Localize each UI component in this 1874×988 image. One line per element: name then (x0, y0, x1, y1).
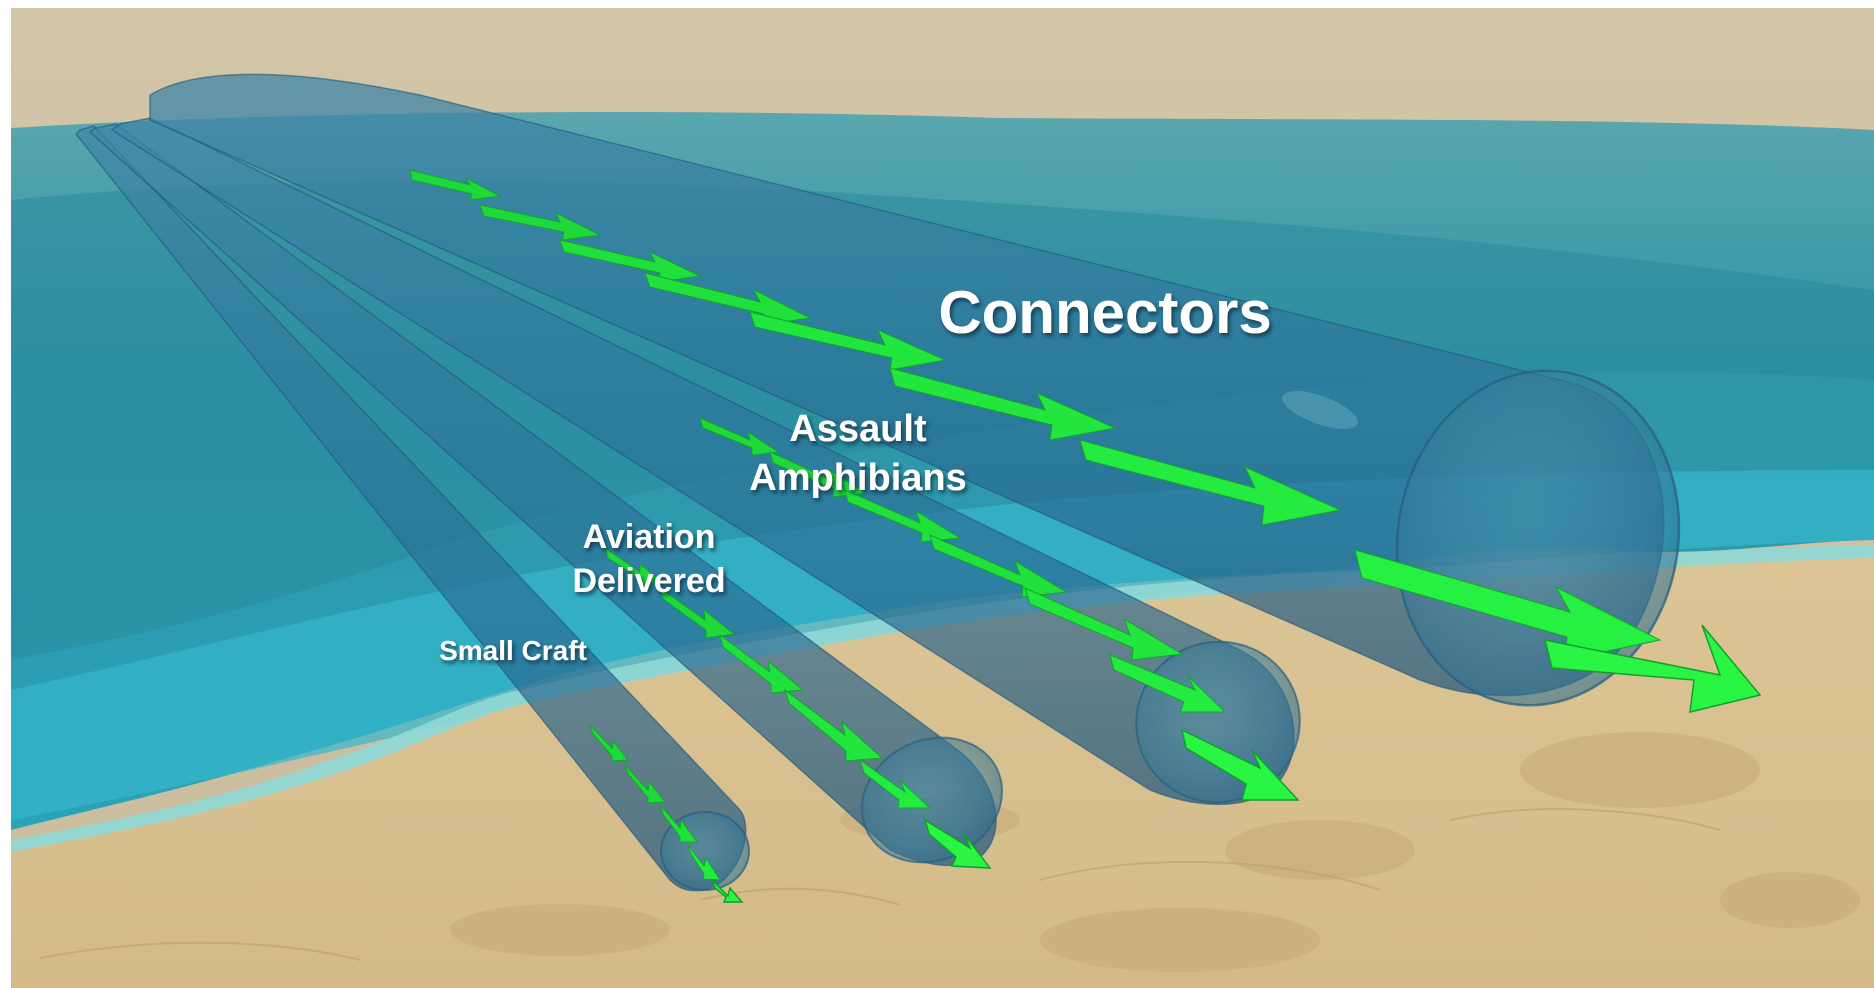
arrow (479, 204, 602, 241)
arrow (687, 844, 721, 881)
arrow (929, 534, 1068, 598)
arrow-last (1180, 728, 1300, 801)
arrows-small-craft (589, 724, 744, 903)
arrow (784, 688, 884, 762)
arrow (1109, 654, 1227, 713)
arrow-last (1543, 624, 1762, 713)
arrows-assault-amphibians (699, 417, 1300, 801)
arrow (604, 546, 664, 586)
arrow (659, 804, 698, 843)
label-small-craft: Small Craft (439, 635, 587, 666)
arrows-aviation-delivered (604, 546, 992, 869)
label-aviation-delivered-line2: Delivered (572, 562, 725, 600)
arrow (624, 764, 666, 804)
arrow (749, 311, 947, 371)
arrow (889, 367, 1117, 441)
sand-patches (450, 732, 1860, 972)
arrow (859, 758, 932, 809)
arrow (409, 169, 502, 201)
arrow-last (923, 818, 992, 869)
labels: Connectors Assault Amphibians Aviation D… (439, 279, 1272, 666)
label-assault-amphibians-line2: Amphibians (749, 457, 966, 499)
label-connectors: Connectors (938, 279, 1271, 346)
arrow (1354, 549, 1662, 661)
arrow-last (711, 879, 744, 903)
arrows-connectors (409, 169, 1762, 713)
arrow (699, 417, 780, 456)
tube-highlight (1282, 391, 1358, 429)
arrow (589, 724, 629, 762)
arrow (559, 239, 702, 283)
label-assault-amphibians-line1: Assault (789, 408, 927, 450)
label-aviation-delivered-line1: Aviation (583, 518, 716, 556)
arrow (1024, 587, 1184, 661)
arrow (1079, 439, 1342, 526)
